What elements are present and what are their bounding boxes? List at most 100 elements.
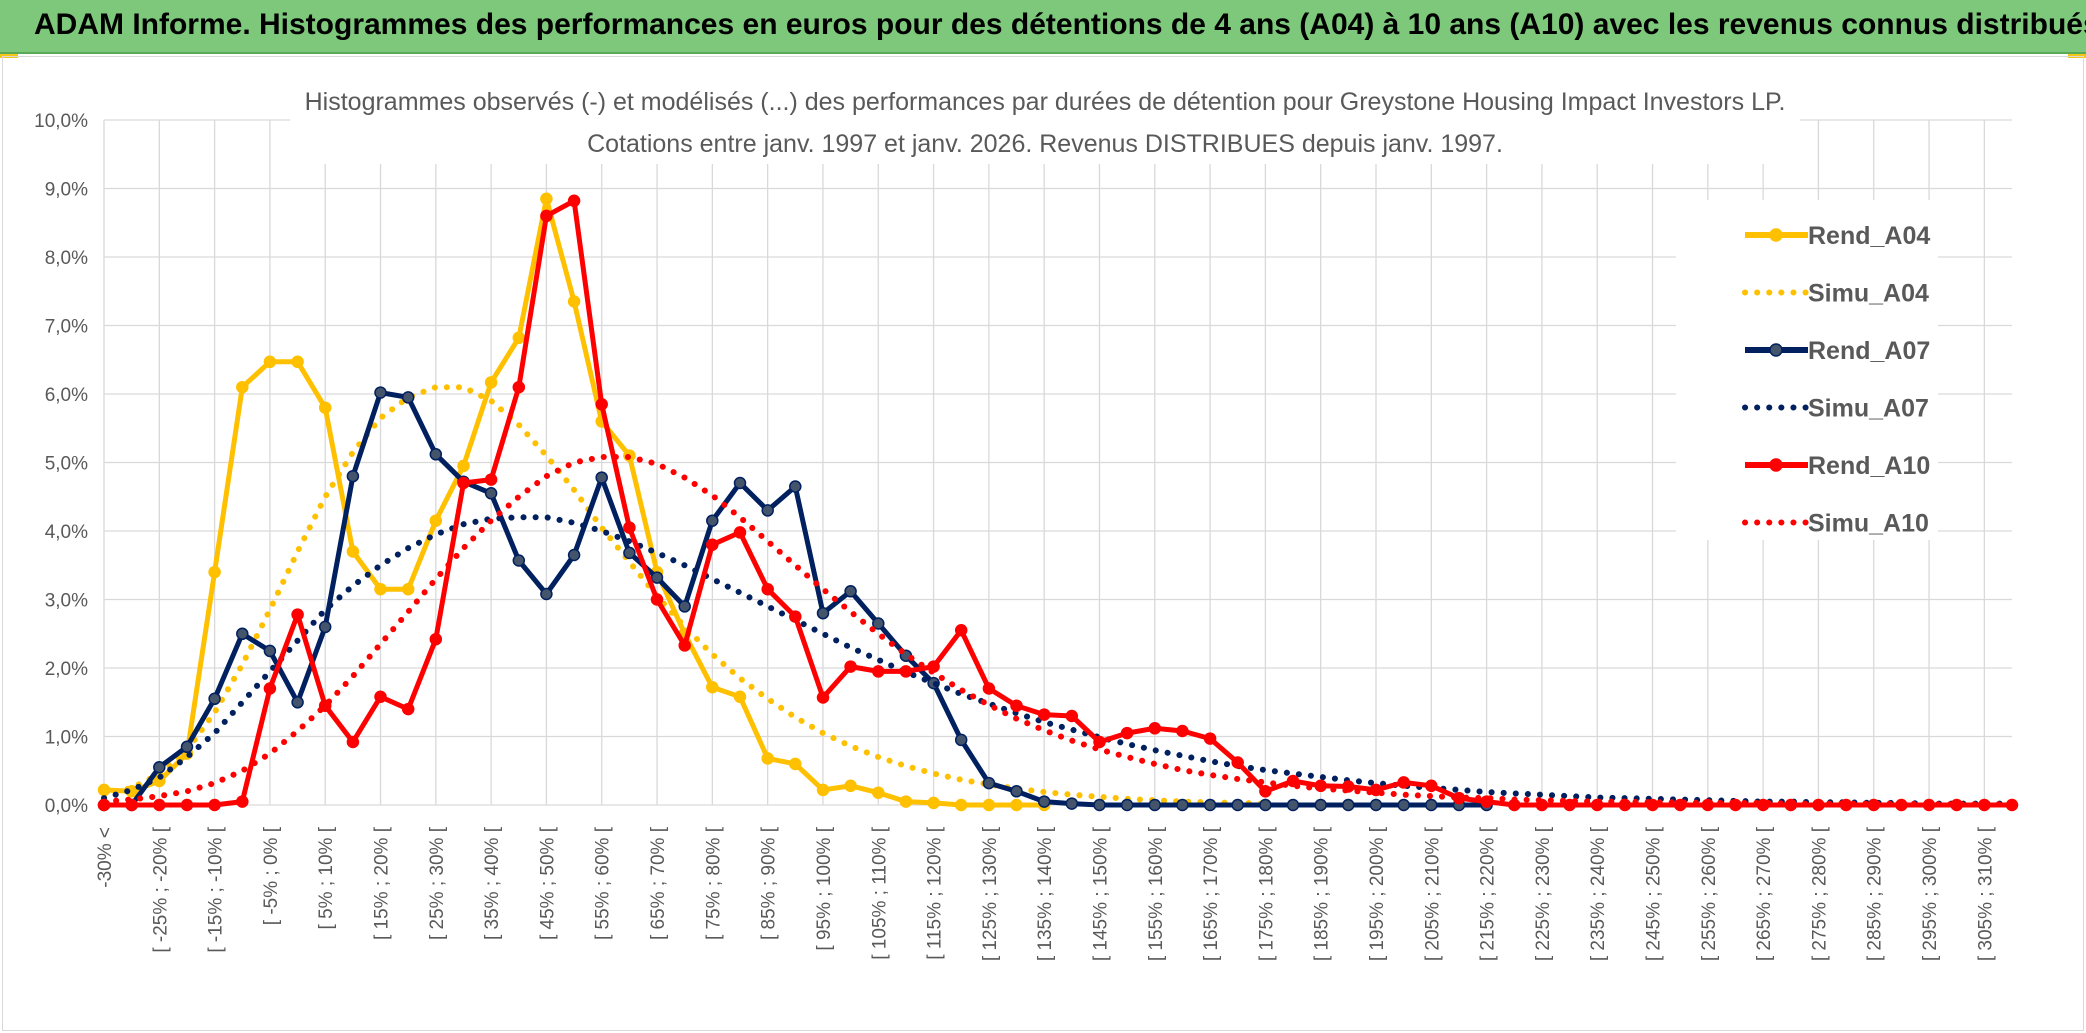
data-point bbox=[816, 783, 830, 797]
data-point bbox=[429, 632, 443, 646]
data-point bbox=[540, 192, 553, 206]
data-point bbox=[1176, 724, 1189, 738]
series-simu-a04 bbox=[101, 384, 1269, 807]
data-point bbox=[1203, 798, 1217, 812]
x-tick-label: [ 175% ; 180% [ bbox=[1256, 826, 1277, 961]
data-point bbox=[374, 690, 387, 704]
data-point bbox=[1037, 795, 1051, 808]
data-point bbox=[512, 331, 526, 345]
x-tick-label: [ 235% ; 240% [ bbox=[1588, 826, 1609, 961]
x-tick-label: [ 245% ; 250% [ bbox=[1644, 826, 1665, 961]
data-point bbox=[401, 582, 415, 596]
x-tick-label: [ 65% ; 70% [ bbox=[648, 826, 669, 940]
data-point bbox=[1203, 732, 1217, 745]
y-tick-label: 9,0% bbox=[45, 180, 88, 201]
data-point bbox=[789, 757, 802, 771]
data-point bbox=[1010, 798, 1023, 812]
data-point bbox=[1010, 699, 1023, 712]
legend-marker bbox=[1769, 228, 1783, 242]
data-point bbox=[761, 752, 774, 765]
x-tick-label: [ 255% ; 260% [ bbox=[1699, 826, 1720, 961]
data-point bbox=[678, 639, 691, 652]
x-tick-label: [ -5% ; 0% [ bbox=[261, 826, 282, 925]
chart-title-line-2: Cotations entre janv. 1997 et janv. 2026… bbox=[587, 130, 1503, 158]
data-point bbox=[1148, 722, 1162, 735]
data-point bbox=[954, 624, 968, 637]
x-tick-label: [ 105% ; 110% [ bbox=[869, 826, 890, 959]
data-point bbox=[706, 514, 719, 527]
legend-background bbox=[1676, 200, 1938, 540]
data-point bbox=[872, 617, 885, 630]
data-point bbox=[567, 194, 581, 208]
data-point bbox=[540, 587, 553, 601]
x-tick-label: [ 15% ; 20% [ bbox=[372, 826, 393, 940]
x-tick-label: [ 95% ; 100% [ bbox=[814, 826, 835, 950]
data-point bbox=[1231, 756, 1244, 769]
data-point bbox=[789, 480, 802, 493]
data-point bbox=[429, 514, 443, 527]
legend-item: Rend_A10 bbox=[1745, 452, 1930, 480]
data-point bbox=[1397, 776, 1410, 789]
series-rend-a07 bbox=[97, 386, 1493, 812]
legend-marker bbox=[1769, 343, 1783, 357]
data-point bbox=[982, 682, 996, 695]
data-point bbox=[789, 610, 802, 623]
legend: Rend_A04 Simu_A04 Rend_A07 Simu_A07 Rend_A10… bbox=[1676, 200, 1938, 540]
data-point bbox=[208, 798, 221, 812]
data-point bbox=[1065, 709, 1079, 723]
data-point bbox=[401, 702, 415, 716]
data-point bbox=[236, 795, 249, 808]
data-point bbox=[318, 401, 332, 414]
x-tick-label: [ 145% ; 150% [ bbox=[1090, 826, 1111, 961]
data-point bbox=[678, 600, 691, 613]
series-line bbox=[101, 454, 2015, 808]
data-point bbox=[512, 554, 526, 567]
data-point bbox=[346, 545, 360, 558]
legend-item: Rend_A07 bbox=[1745, 337, 1930, 365]
x-tick-label: [ 5% ; 10% [ bbox=[316, 826, 337, 929]
data-point bbox=[1286, 798, 1300, 812]
series-line bbox=[101, 384, 1269, 807]
x-tick-label: [ 185% ; 190% [ bbox=[1312, 826, 1333, 961]
data-point bbox=[623, 521, 636, 534]
data-point bbox=[291, 355, 304, 369]
data-point bbox=[816, 606, 830, 620]
y-tick-label: 6,0% bbox=[45, 385, 88, 406]
y-tick-label: 7,0% bbox=[45, 317, 88, 338]
data-point bbox=[927, 796, 940, 810]
data-point bbox=[1369, 798, 1383, 812]
y-tick-label: 2,0% bbox=[45, 659, 88, 680]
data-point bbox=[374, 582, 387, 596]
x-tick-label: [ 35% ; 40% [ bbox=[482, 826, 503, 940]
legend-marker bbox=[1769, 458, 1783, 472]
data-point bbox=[733, 476, 747, 490]
data-point bbox=[263, 682, 277, 695]
data-point bbox=[180, 798, 194, 812]
data-point bbox=[1314, 798, 1327, 812]
x-tick-label: [ 75% ; 80% [ bbox=[703, 826, 724, 940]
chart-title-background bbox=[290, 78, 1800, 164]
data-point bbox=[1425, 779, 1438, 793]
y-tick-label: 1,0% bbox=[45, 728, 88, 749]
page-title: ADAM Informe. Histogrammes des performan… bbox=[34, 8, 2086, 41]
data-point bbox=[1093, 798, 1106, 812]
data-point bbox=[236, 380, 249, 394]
x-tick-label: [ -25% ; -20% [ bbox=[150, 826, 171, 952]
data-point bbox=[263, 644, 277, 658]
data-point bbox=[872, 665, 885, 678]
x-tick-label: -30% < bbox=[95, 827, 116, 888]
data-point bbox=[844, 779, 857, 793]
data-point bbox=[1010, 785, 1023, 798]
y-tick-label: 5,0% bbox=[45, 454, 88, 475]
data-point bbox=[457, 459, 470, 473]
data-point bbox=[346, 469, 360, 483]
data-point bbox=[1120, 798, 1134, 812]
data-point bbox=[1259, 785, 1272, 798]
data-point bbox=[706, 680, 719, 694]
legend-label: Simu_A04 bbox=[1808, 280, 1929, 308]
x-tick-label: [ -15% ; -10% [ bbox=[206, 826, 227, 952]
data-point bbox=[291, 696, 304, 709]
data-point bbox=[733, 690, 747, 704]
